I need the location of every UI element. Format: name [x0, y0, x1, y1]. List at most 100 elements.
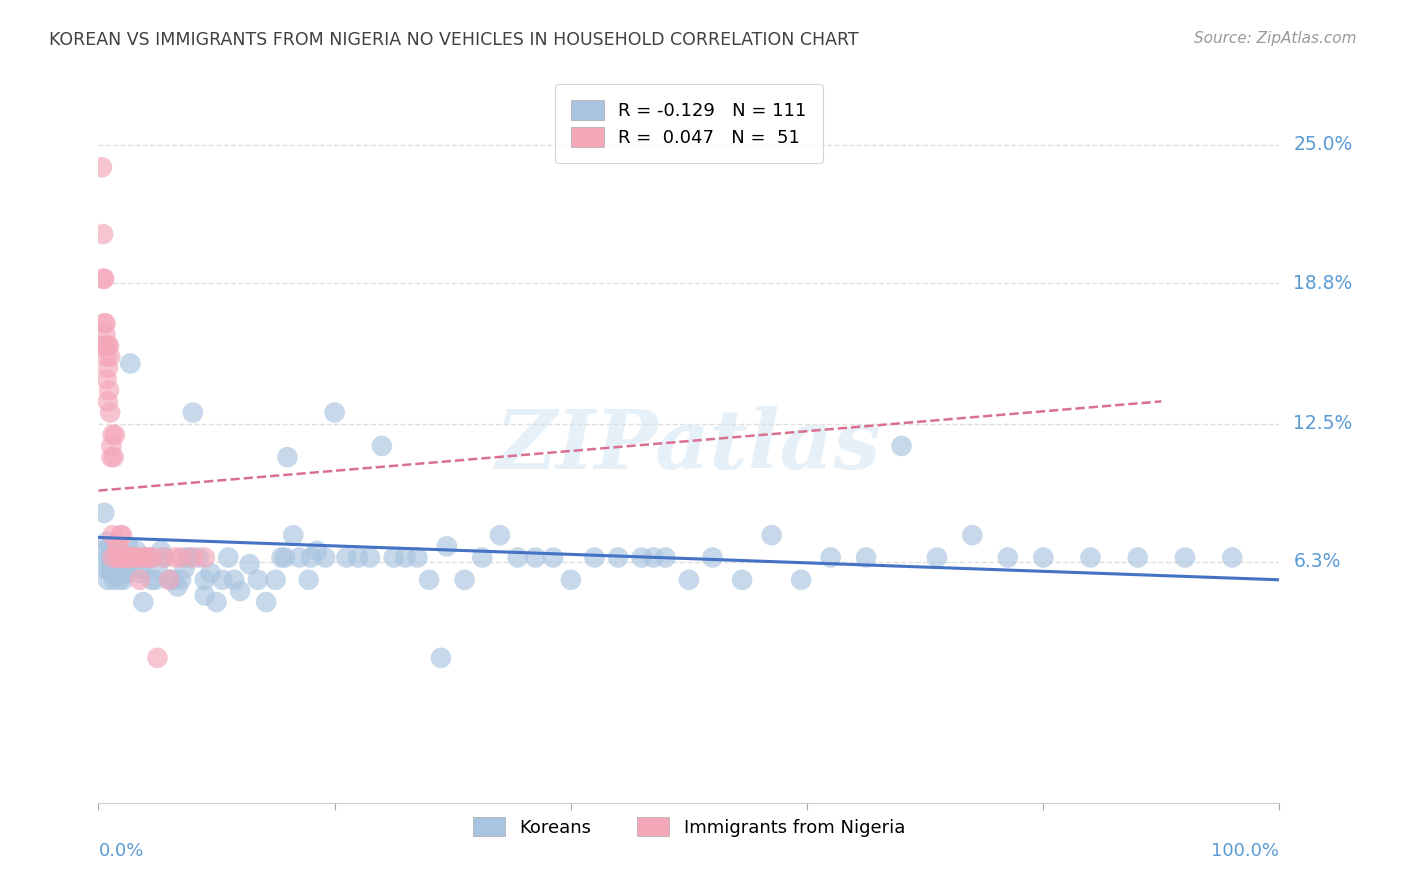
- Point: [194, 589, 217, 603]
- Point: [98, 550, 121, 565]
- Point: [97, 550, 120, 565]
- Point: [114, 566, 136, 580]
- Point: [890, 439, 912, 453]
- Point: [607, 550, 630, 565]
- Point: [100, 566, 122, 580]
- Point: [94, 316, 117, 330]
- Point: [152, 550, 174, 565]
- Point: [298, 573, 321, 587]
- Point: [114, 550, 136, 565]
- Point: [406, 550, 429, 565]
- Point: [97, 360, 120, 375]
- Point: [170, 550, 193, 565]
- Point: [104, 562, 127, 576]
- Point: [205, 595, 228, 609]
- Point: [506, 550, 529, 565]
- Point: [166, 580, 188, 594]
- Point: [111, 550, 134, 565]
- Point: [108, 550, 131, 565]
- Point: [820, 550, 842, 565]
- Point: [98, 383, 121, 397]
- Point: [305, 543, 328, 558]
- Point: [359, 550, 381, 565]
- Legend: Koreans, Immigrants from Nigeria: Koreans, Immigrants from Nigeria: [465, 809, 912, 844]
- Text: ZIPatlas: ZIPatlas: [496, 406, 882, 486]
- Point: [790, 573, 813, 587]
- Point: [323, 405, 346, 419]
- Point: [112, 550, 135, 565]
- Point: [103, 543, 125, 558]
- Point: [112, 573, 135, 587]
- Point: [299, 550, 322, 565]
- Point: [112, 557, 135, 571]
- Point: [94, 338, 117, 352]
- Point: [962, 528, 984, 542]
- Point: [181, 405, 204, 419]
- Point: [217, 550, 239, 565]
- Point: [112, 550, 135, 565]
- Point: [583, 550, 606, 565]
- Point: [101, 550, 124, 565]
- Point: [128, 573, 150, 587]
- Point: [489, 528, 512, 542]
- Point: [761, 528, 783, 542]
- Point: [731, 573, 754, 587]
- Point: [118, 550, 141, 565]
- Point: [142, 550, 165, 565]
- Point: [136, 550, 159, 565]
- Point: [124, 550, 146, 565]
- Text: 0.0%: 0.0%: [98, 842, 143, 860]
- Point: [162, 573, 184, 587]
- Point: [170, 573, 193, 587]
- Point: [146, 562, 169, 576]
- Point: [270, 550, 292, 565]
- Point: [93, 506, 115, 520]
- Point: [94, 562, 117, 576]
- Point: [138, 550, 160, 565]
- Point: [120, 550, 142, 565]
- Point: [394, 550, 416, 565]
- Point: [132, 595, 155, 609]
- Point: [173, 562, 195, 576]
- Point: [115, 550, 138, 565]
- Point: [211, 573, 233, 587]
- Point: [194, 573, 217, 587]
- Point: [91, 338, 114, 352]
- Point: [96, 372, 118, 386]
- Point: [105, 550, 128, 565]
- Point: [524, 550, 547, 565]
- Point: [643, 550, 665, 565]
- Point: [105, 539, 128, 553]
- Point: [274, 550, 297, 565]
- Point: [141, 573, 163, 587]
- Point: [121, 550, 143, 565]
- Point: [157, 573, 180, 587]
- Point: [100, 450, 122, 464]
- Point: [93, 543, 115, 558]
- Text: KOREAN VS IMMIGRANTS FROM NIGERIA NO VEHICLES IN HOUSEHOLD CORRELATION CHART: KOREAN VS IMMIGRANTS FROM NIGERIA NO VEH…: [49, 31, 859, 49]
- Point: [98, 405, 121, 419]
- Point: [125, 543, 148, 558]
- Point: [98, 338, 121, 352]
- Point: [855, 550, 877, 565]
- Point: [91, 161, 114, 175]
- Text: 100.0%: 100.0%: [1212, 842, 1279, 860]
- Point: [93, 271, 115, 285]
- Point: [127, 550, 149, 565]
- Point: [117, 539, 139, 553]
- Point: [100, 439, 122, 453]
- Point: [101, 427, 124, 442]
- Point: [110, 528, 132, 542]
- Point: [129, 562, 152, 576]
- Point: [678, 573, 700, 587]
- Point: [165, 550, 187, 565]
- Point: [1080, 550, 1102, 565]
- Point: [97, 573, 120, 587]
- Point: [314, 550, 336, 565]
- Point: [91, 227, 114, 241]
- Point: [997, 550, 1019, 565]
- Point: [120, 356, 142, 371]
- Point: [288, 550, 311, 565]
- Point: [436, 539, 458, 553]
- Point: [200, 566, 222, 580]
